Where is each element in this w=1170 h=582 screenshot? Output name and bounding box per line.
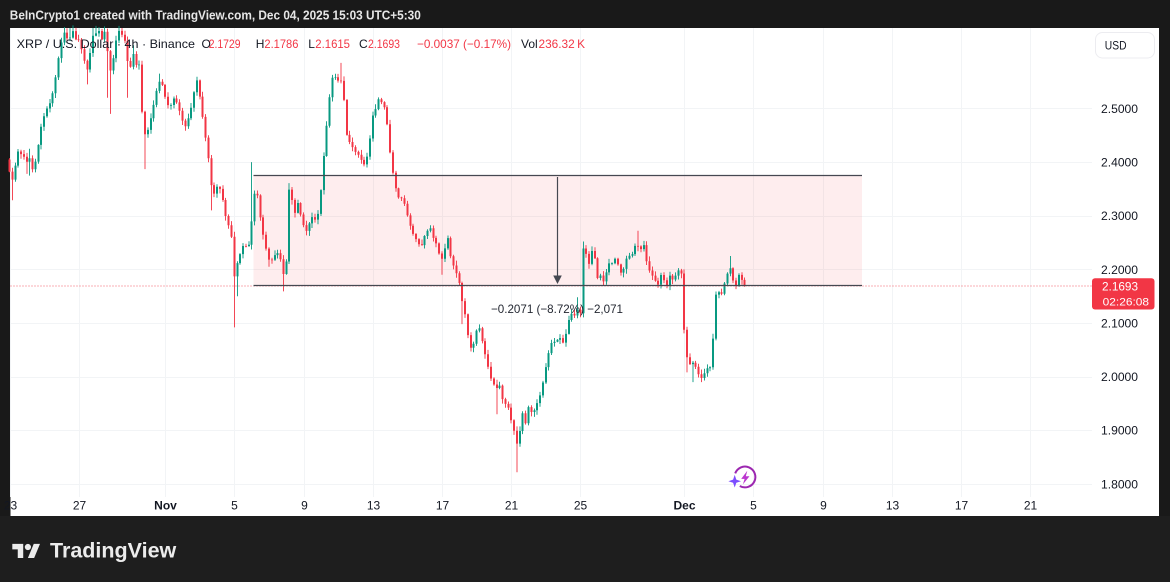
svg-text:9: 9: [820, 499, 827, 513]
svg-text:2.2000: 2.2000: [1101, 263, 1138, 277]
svg-text:2.0000: 2.0000: [1101, 370, 1138, 384]
svg-text:25: 25: [574, 499, 588, 513]
svg-text:BeInCrypto1 created with Tradi: BeInCrypto1 created with TradingView.com…: [10, 7, 421, 22]
svg-text:5: 5: [231, 499, 238, 513]
svg-text:2.4000: 2.4000: [1101, 156, 1138, 170]
svg-text:2.1000: 2.1000: [1101, 317, 1138, 331]
svg-text:27: 27: [73, 499, 87, 513]
svg-text:2.1693: 2.1693: [1102, 279, 1138, 293]
svg-text:1.8000: 1.8000: [1101, 477, 1138, 491]
svg-text:02:26:08: 02:26:08: [1103, 296, 1149, 308]
svg-text:2.5000: 2.5000: [1101, 102, 1138, 116]
svg-text:9: 9: [301, 499, 308, 513]
svg-text:13: 13: [367, 499, 381, 513]
svg-text:XRP / U.S. Dollar · 4h · Binan: XRP / U.S. Dollar · 4h · Binance O2.1729 H…: [17, 37, 585, 51]
svg-text:Nov: Nov: [154, 499, 177, 513]
svg-text:2.3000: 2.3000: [1101, 209, 1138, 223]
svg-text:13: 13: [886, 499, 900, 513]
svg-text:TradingView: TradingView: [50, 539, 177, 563]
svg-text:17: 17: [436, 499, 450, 513]
svg-text:−0.2071 (−8.72%) −2,071: −0.2071 (−8.72%) −2,071: [491, 302, 623, 316]
svg-text:1.9000: 1.9000: [1101, 424, 1138, 438]
svg-text:17: 17: [955, 499, 969, 513]
svg-text:Dec: Dec: [673, 499, 695, 513]
svg-text:5: 5: [750, 499, 757, 513]
svg-text:21: 21: [505, 499, 519, 513]
svg-text:USD: USD: [1105, 39, 1127, 53]
svg-text:23: 23: [4, 499, 18, 513]
svg-text:21: 21: [1024, 499, 1038, 513]
